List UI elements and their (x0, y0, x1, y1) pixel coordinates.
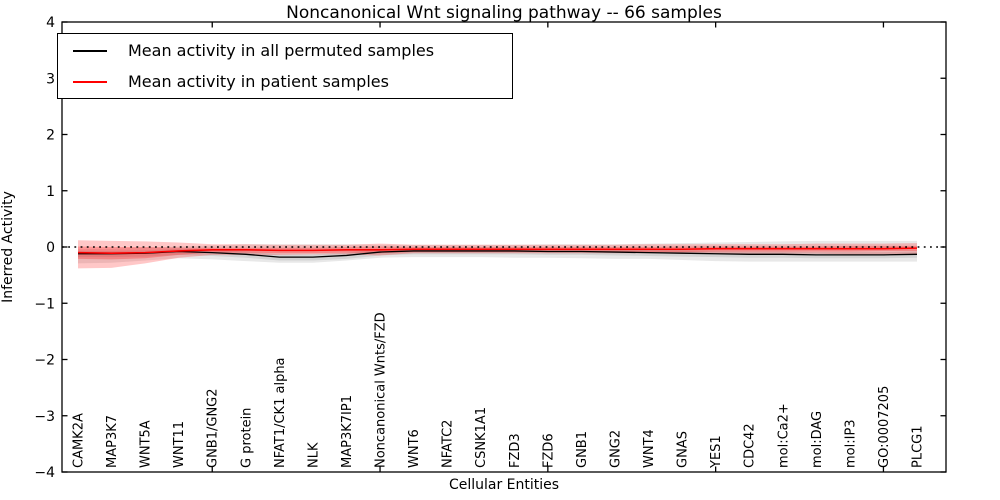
y-tick-label: −3 (34, 409, 55, 425)
x-category-label: WNT4 (642, 429, 657, 468)
x-category-label: CAMK2A (72, 413, 87, 468)
y-tick-label: 4 (46, 15, 55, 31)
x-category-label: WNT6 (407, 429, 422, 468)
x-category-label: CDC42 (743, 423, 758, 468)
series-line-patient (77, 247, 918, 254)
x-category-label: GNB1 (575, 431, 590, 468)
y-tick-label: −2 (34, 353, 55, 369)
legend-item-patient: Mean activity in patient samples (58, 66, 512, 97)
legend: Mean activity in all permuted samples Me… (57, 33, 513, 99)
x-category-label: PLCG1 (911, 425, 926, 468)
y-tick-label: −1 (34, 296, 55, 312)
x-category-label: Noncanonical Wnts/FZD (374, 312, 389, 468)
x-category-label: FZD6 (541, 433, 556, 468)
x-category-label: NFATC2 (441, 420, 456, 468)
x-category-label: NFAT1/CK1 alpha (273, 357, 288, 468)
legend-line-sample-patient (73, 80, 107, 83)
x-category-label: GO:0007205 (877, 386, 892, 468)
y-tick-label: 3 (46, 71, 55, 87)
x-axis-label: Cellular Entities (448, 477, 560, 493)
legend-line-sample-permuted (73, 49, 107, 52)
x-category-label: MAP3K7IP1 (340, 395, 355, 468)
x-category-label: CSNK1A1 (474, 407, 489, 468)
legend-label-permuted: Mean activity in all permuted samples (128, 41, 435, 60)
x-category-label: G protein (239, 408, 254, 468)
legend-item-permuted: Mean activity in all permuted samples (58, 35, 512, 66)
x-category-label: mol:Ca2+ (776, 403, 791, 468)
x-category-label: YES1 (709, 435, 724, 469)
y-tick-label: 0 (46, 240, 55, 256)
x-category-label: WNT5A (139, 420, 154, 468)
y-axis-label: Inferred Activity (0, 191, 16, 303)
legend-label-patient: Mean activity in patient samples (128, 72, 389, 91)
chart-title: Noncanonical Wnt signaling pathway -- 66… (286, 3, 722, 23)
x-category-label: GNG2 (608, 430, 623, 468)
y-tick-label: 1 (46, 184, 55, 200)
y-tick-label: −4 (34, 465, 55, 481)
series-line-permuted (78, 250, 918, 258)
x-category-label: mol:IP3 (843, 419, 858, 468)
x-category-label: MAP3K7 (105, 415, 120, 468)
x-category-label: NLK (306, 442, 321, 468)
x-category-label: GNB1/GNG2 (206, 388, 221, 468)
x-category-label: mol:DAG (810, 411, 825, 468)
x-category-label: FZD3 (508, 433, 523, 468)
y-tick-label: 2 (46, 128, 55, 144)
x-category-label: GNAS (676, 431, 691, 468)
x-category-label: WNT11 (172, 421, 187, 468)
